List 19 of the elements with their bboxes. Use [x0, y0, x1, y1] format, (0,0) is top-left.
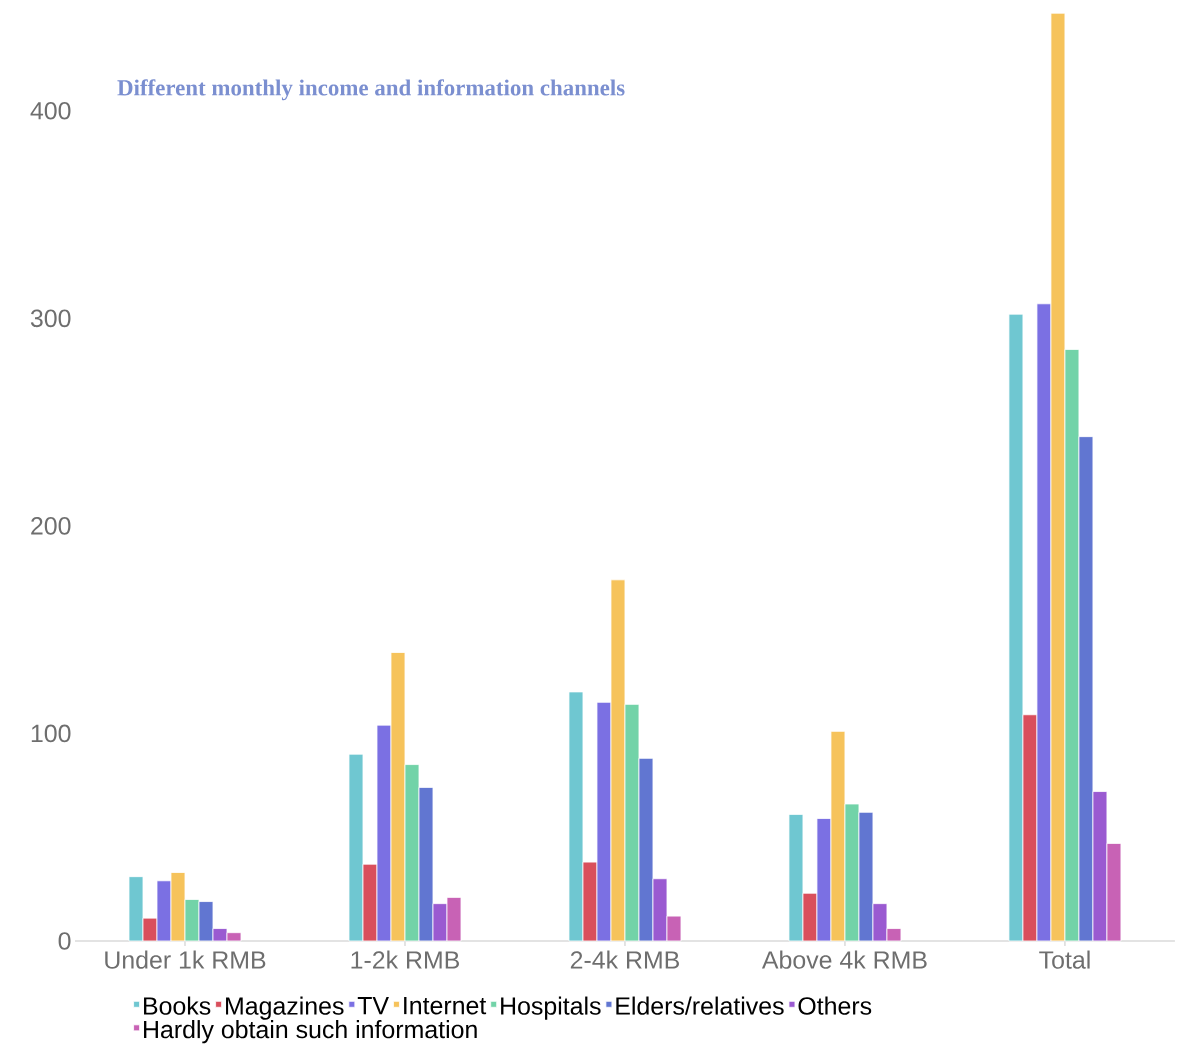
- x-tick-label: 1-2k RMB: [351, 950, 459, 969]
- x-tick-label: 2-4k RMB: [570, 950, 679, 969]
- x-tick-label: Total: [1039, 950, 1090, 969]
- legend-label: Books: [144, 996, 211, 1015]
- y-tick-label: 300: [30, 309, 71, 328]
- x-tick-label: Under 1k RMB: [105, 950, 266, 969]
- x-tick-label: Above 4k RMB: [761, 950, 927, 969]
- legend-label: Magazines: [226, 996, 344, 1020]
- y-tick-label: 400: [30, 101, 71, 120]
- legend-label: Hospitals: [501, 996, 601, 1020]
- legend-label: Internet: [404, 996, 487, 1015]
- text: Different monthly income and information channels: [117, 79, 625, 101]
- legend-label: Hardly obtain such information: [144, 1020, 477, 1044]
- y-tick-label: 200: [31, 517, 71, 535]
- y-tick-label: 100: [31, 724, 71, 743]
- y-tick-label: 0: [58, 932, 71, 950]
- legend-label: Elders/relatives: [616, 996, 784, 1015]
- legend-label: TV: [357, 996, 389, 1015]
- legend-label: Others: [798, 996, 872, 1015]
